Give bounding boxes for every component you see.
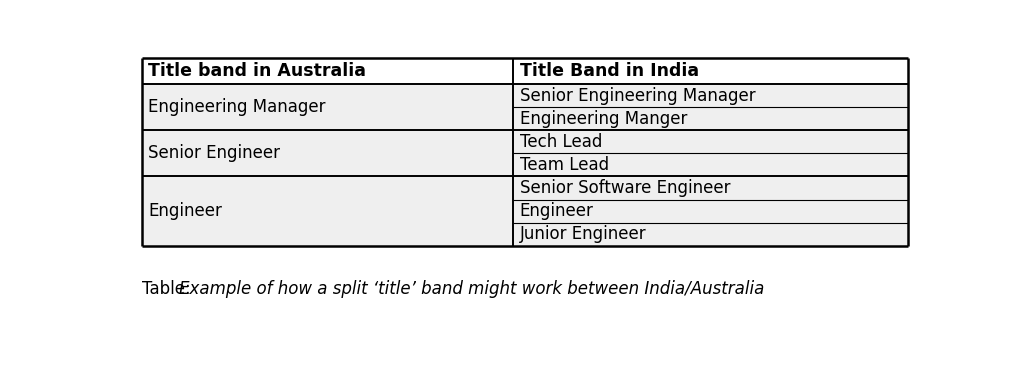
- Text: Title band in Australia: Title band in Australia: [148, 62, 367, 80]
- Text: Senior Software Engineer: Senior Software Engineer: [519, 179, 730, 197]
- Text: Engineer: Engineer: [148, 202, 222, 220]
- Text: Engineering Manager: Engineering Manager: [148, 98, 326, 116]
- Text: Title Band in India: Title Band in India: [519, 62, 698, 80]
- Text: Tech Lead: Tech Lead: [519, 133, 602, 151]
- Text: Junior Engineer: Junior Engineer: [519, 225, 646, 243]
- Text: Example of how a split ‘title’ band might work between India/Australia: Example of how a split ‘title’ band migh…: [179, 280, 764, 298]
- Text: Engineer: Engineer: [519, 202, 593, 220]
- Text: Table:: Table:: [142, 280, 196, 298]
- Text: Senior Engineering Manager: Senior Engineering Manager: [519, 87, 755, 105]
- Text: Engineering Manger: Engineering Manger: [519, 110, 687, 128]
- Bar: [142, 58, 907, 84]
- Text: Senior Engineer: Senior Engineer: [148, 144, 281, 162]
- Text: Team Lead: Team Lead: [519, 156, 608, 174]
